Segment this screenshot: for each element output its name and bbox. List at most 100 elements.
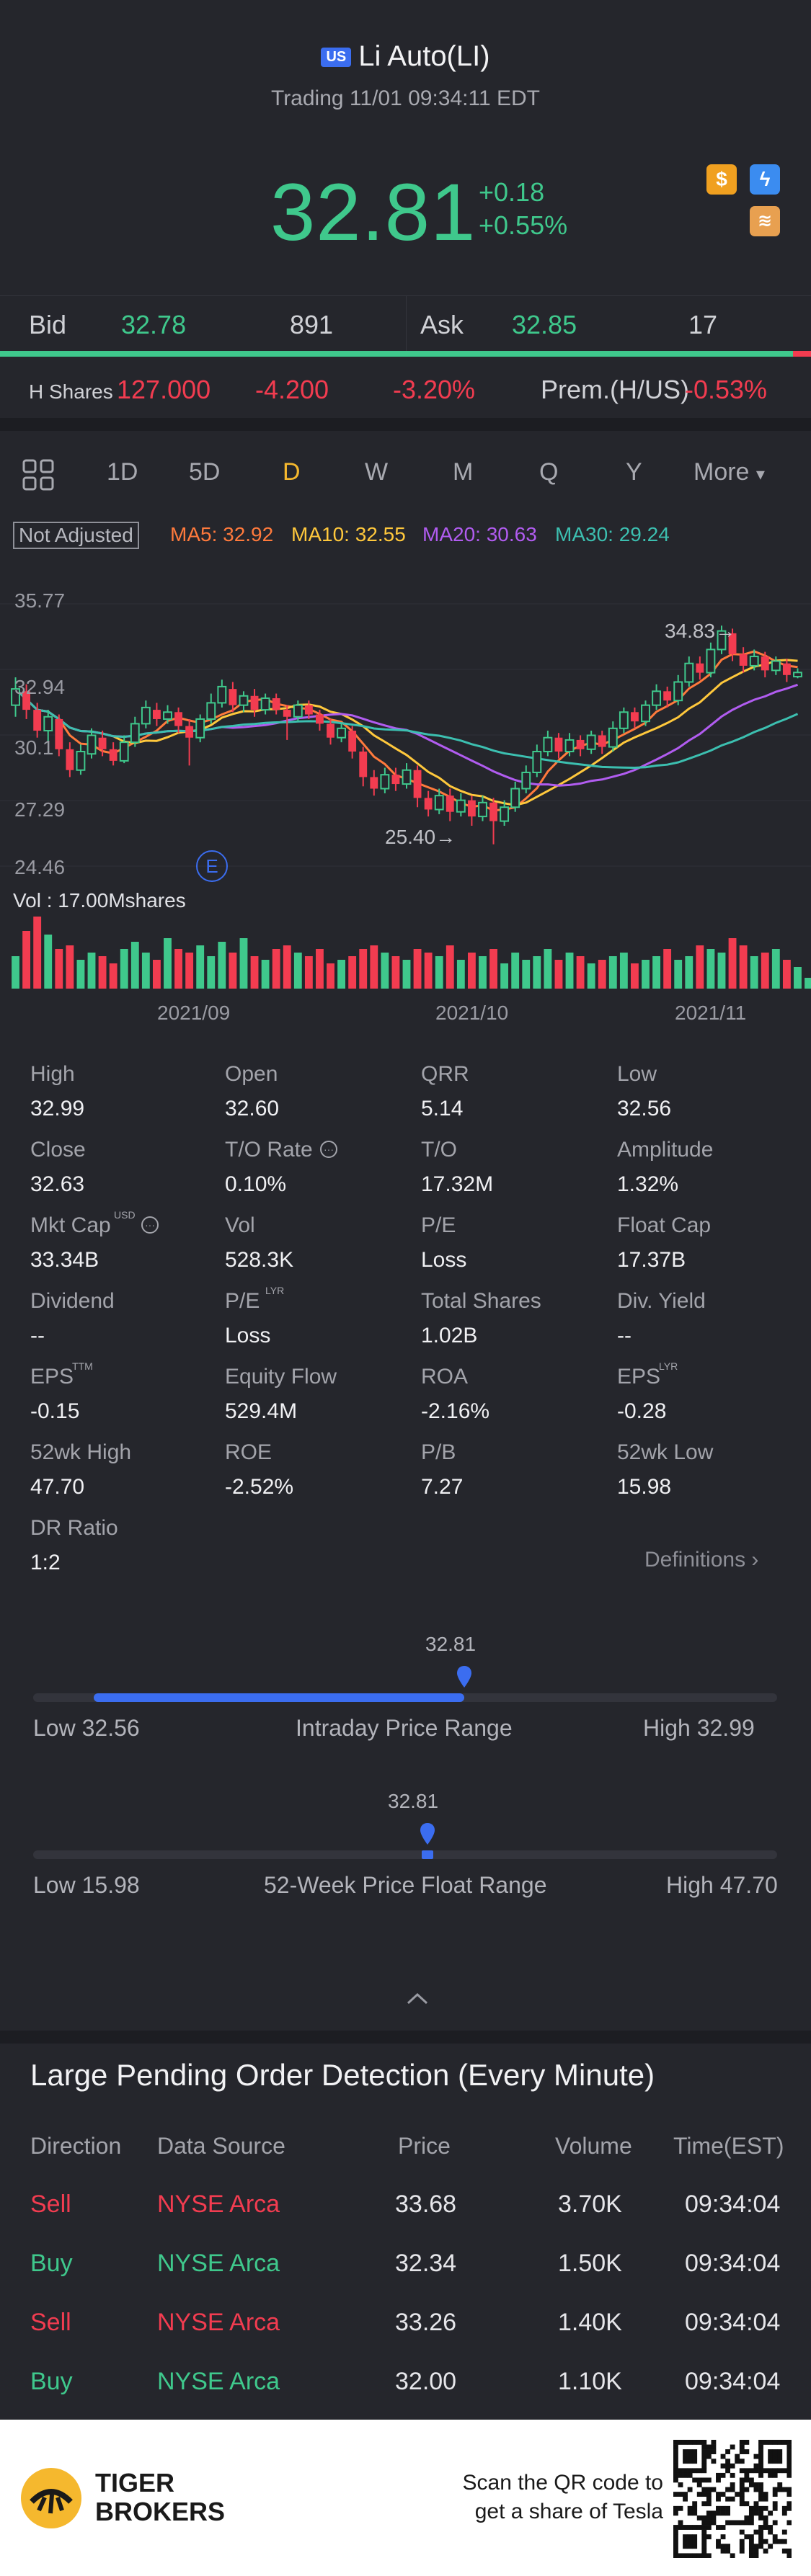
volume-bar	[435, 956, 443, 989]
volume-bar	[22, 931, 31, 989]
bid-ask-panel	[0, 295, 811, 358]
volume-bar	[565, 953, 574, 989]
tab-m[interactable]: M	[453, 458, 474, 486]
candle	[598, 731, 606, 754]
candle-body	[489, 802, 497, 821]
info-icon[interactable]: ···	[320, 1141, 337, 1158]
stat-value: 32.63	[30, 1172, 85, 1196]
chart-layout-icon[interactable]	[22, 458, 55, 491]
candle-body	[195, 718, 205, 739]
not-adjusted-toggle[interactable]: Not Adjusted	[13, 522, 139, 549]
order-volume: 3.70K	[558, 2191, 622, 2218]
volume-bar	[293, 953, 302, 989]
candle-body	[543, 736, 553, 753]
tab-d[interactable]: D	[283, 458, 301, 486]
order-price: 32.34	[395, 2250, 457, 2277]
candle-body	[327, 723, 334, 738]
volume-bar	[391, 956, 400, 989]
candle-body	[641, 704, 650, 723]
candle-body	[434, 795, 444, 811]
collapse-chevron-up-icon[interactable]	[405, 1992, 430, 2010]
volume-bar	[218, 942, 226, 989]
hshares-label: H Shares	[29, 380, 113, 403]
ask-size: 17	[688, 310, 718, 339]
volume-bar	[261, 960, 270, 989]
volume-bar	[674, 960, 683, 989]
ma10-line	[14, 659, 798, 806]
candle	[673, 674, 683, 705]
candle	[283, 705, 291, 740]
volume-bar	[771, 949, 780, 989]
volume-bar	[185, 953, 194, 989]
volume-bar	[44, 935, 53, 989]
tab-q[interactable]: Q	[539, 458, 559, 486]
candle	[195, 714, 205, 743]
candle-body	[55, 718, 63, 749]
pending-orders-title: Large Pending Order Detection (Every Min…	[30, 2058, 655, 2092]
week52-high: High 47.70	[666, 1872, 778, 1898]
volume-bar	[174, 949, 182, 989]
dollar-icon[interactable]: $	[706, 164, 737, 195]
candle-body	[76, 751, 86, 771]
tab-w[interactable]: W	[365, 458, 389, 486]
tab-1d[interactable]: 1D	[107, 458, 138, 486]
candle-body	[663, 691, 672, 701]
intraday-range-fill	[94, 1693, 464, 1702]
stat-superscript: LYR	[659, 1360, 678, 1372]
flash-order-icon[interactable]: ϟ	[750, 164, 780, 195]
candle	[260, 693, 270, 715]
volume-bar	[250, 956, 259, 989]
tab-more[interactable]: More ▾	[693, 458, 765, 486]
order-data-source: NYSE Arca	[157, 2309, 280, 2336]
candle-body	[119, 741, 129, 762]
order-data-source: NYSE Arca	[157, 2250, 280, 2277]
candle	[467, 795, 476, 826]
candle-body	[109, 749, 118, 761]
candle	[641, 700, 650, 726]
volume-bar	[805, 978, 811, 989]
info-icon[interactable]: ···	[141, 1216, 159, 1234]
share-cta: Scan the QR code to get a share of Tesla	[433, 2469, 664, 2526]
volume-bar	[587, 963, 595, 989]
candle	[402, 763, 412, 789]
stat-value: 528.3K	[225, 1248, 294, 1272]
candle	[174, 707, 182, 734]
tab-5d[interactable]: 5D	[189, 458, 221, 486]
candle-body	[467, 800, 476, 817]
ma20-value: MA20: 30.63	[422, 523, 537, 545]
candle-body	[380, 774, 390, 790]
education-icon[interactable]: ≋	[750, 206, 780, 236]
candle-body	[500, 806, 510, 822]
earnings-event-marker[interactable]: E	[196, 850, 228, 882]
candle-body	[456, 799, 466, 813]
y-tick-label: 32.94	[14, 676, 66, 698]
volume-bar	[424, 953, 433, 989]
stat-label: Div. Yield	[617, 1289, 706, 1313]
candle-body	[782, 663, 791, 675]
volume-bar	[761, 953, 769, 989]
order-direction: Buy	[30, 2368, 73, 2395]
order-time: 09:34:04	[685, 2191, 781, 2218]
order-direction: Buy	[30, 2250, 73, 2277]
candle	[163, 705, 172, 724]
candle	[337, 723, 347, 743]
candle	[500, 800, 510, 826]
definitions-link[interactable]: Definitions ›	[644, 1548, 758, 1572]
volume-bar	[554, 960, 563, 989]
candle	[130, 716, 140, 747]
stat-value: --	[30, 1324, 45, 1347]
candle-body	[316, 714, 324, 724]
tab-y[interactable]: Y	[626, 458, 642, 486]
stat-value: 7.27	[421, 1475, 464, 1499]
order-direction: Sell	[30, 2191, 71, 2218]
bid-ratio-bar	[0, 351, 793, 357]
candle	[327, 718, 334, 745]
candle-body	[413, 770, 422, 798]
volume-bar	[66, 945, 74, 989]
order-time: 09:34:04	[685, 2309, 781, 2336]
candle	[510, 781, 520, 812]
order-price: 32.00	[395, 2368, 457, 2395]
stat-value: 1.32%	[617, 1172, 679, 1196]
ma30-line	[14, 688, 799, 770]
price-chart[interactable]	[0, 569, 811, 1045]
